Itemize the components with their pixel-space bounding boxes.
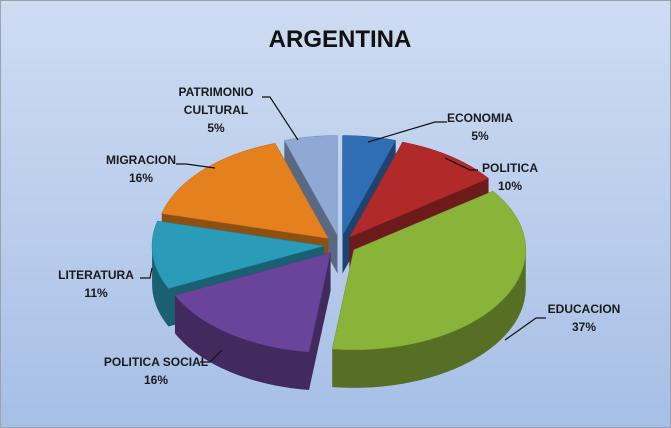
value-label: 11% (84, 286, 108, 300)
chart-title: ARGENTINA (269, 26, 412, 53)
value-label: 16% (143, 373, 169, 387)
data-label: EDUCACION 37% (548, 300, 621, 336)
category-label: MIGRACION (106, 153, 176, 167)
data-label: LITERATURA 11% (58, 266, 134, 302)
data-label: POLITICA SOCIAL 16% (104, 353, 208, 389)
leader-line (200, 349, 223, 363)
category-label: POLITICA SOCIAL (103, 355, 209, 369)
value-label: 16% (128, 171, 154, 185)
value-label: 10% (497, 179, 523, 193)
value-label: 5% (471, 129, 489, 143)
leader-lines (140, 96, 546, 363)
leader-line (367, 121, 447, 143)
slice (342, 135, 397, 237)
category-label: EDUCACION (547, 302, 621, 316)
data-label: PATRIMONIO CULTURAL 5% (176, 83, 256, 137)
category-label: LITERATURA (58, 268, 134, 282)
value-label: 37% (571, 320, 597, 334)
value-label: 5% (207, 121, 225, 135)
data-label: MIGRACION 16% (106, 151, 176, 187)
slice (331, 190, 527, 351)
data-label: ECONOMIA 5% (447, 109, 513, 145)
slice (151, 220, 325, 289)
leader-line (444, 157, 478, 171)
slice (348, 141, 490, 238)
category-label: POLITICA (482, 161, 538, 175)
slice (161, 143, 329, 239)
slice (174, 252, 331, 353)
leader-line (176, 163, 216, 169)
leader-line (140, 267, 153, 279)
category-label: ECONOMIA (447, 111, 513, 125)
data-label: POLITICA 10% (482, 159, 538, 195)
pie (151, 135, 527, 390)
leader-line (262, 96, 299, 141)
category-label: PATRIMONIO CULTURAL (178, 85, 254, 117)
leader-line (504, 317, 546, 341)
slice (283, 135, 338, 237)
